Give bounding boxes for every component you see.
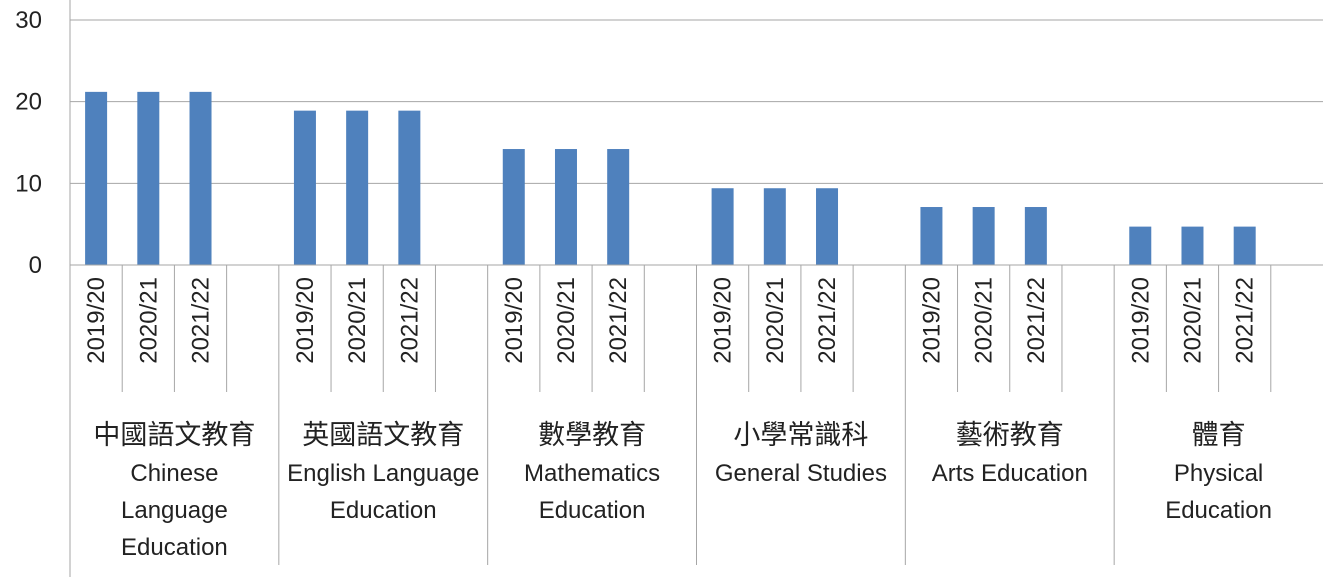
bar bbox=[189, 91, 212, 265]
category-label-chinese: 藝術教育 bbox=[956, 420, 1064, 451]
bar bbox=[293, 110, 316, 266]
category-label-english: Physical bbox=[1174, 460, 1263, 487]
y-tick-label: 30 bbox=[15, 7, 42, 34]
x-year-tick-label: 2021/22 bbox=[814, 277, 841, 364]
x-year-tick-label: 2021/22 bbox=[1232, 277, 1259, 364]
category-labels: 中國語文教育 Chinese Language Education 英國語文教育 Engl… bbox=[93, 420, 1272, 561]
category-label-english: Language bbox=[121, 497, 228, 524]
x-year-tick-label: 2020/21 bbox=[762, 277, 789, 364]
category-label-chinese: 小學常識科 bbox=[733, 420, 868, 451]
y-tick-label: 20 bbox=[15, 89, 42, 116]
category-label-english: Education bbox=[121, 534, 228, 561]
x-year-tick-label: 2019/20 bbox=[83, 277, 110, 364]
bar bbox=[137, 91, 160, 265]
category-label-english: General Studies bbox=[715, 460, 887, 487]
category-label-english: Mathematics bbox=[524, 460, 660, 487]
bar bbox=[554, 149, 577, 265]
category-label-english: Education bbox=[330, 497, 437, 524]
bar bbox=[972, 207, 995, 265]
y-tick-label: 0 bbox=[29, 252, 42, 279]
bar bbox=[346, 110, 369, 266]
bar bbox=[607, 149, 630, 265]
x-axis-year-ticks: 2019/20 2020/21 2021/22 2019/20 2020/21 2021/… bbox=[83, 277, 1259, 364]
category-label-english: Arts Education bbox=[932, 460, 1088, 487]
category-label-english: Education bbox=[1165, 497, 1272, 524]
x-year-tick-label: 2020/21 bbox=[344, 277, 371, 364]
x-year-tick-label: 2021/22 bbox=[1023, 277, 1050, 364]
bars bbox=[85, 91, 1256, 266]
bar bbox=[1129, 226, 1152, 265]
bar bbox=[1233, 226, 1256, 265]
bar bbox=[85, 91, 108, 265]
bar bbox=[1024, 207, 1047, 265]
x-year-tick-label: 2021/22 bbox=[188, 277, 215, 364]
category-label-chinese: 體育 bbox=[1192, 420, 1246, 451]
bar bbox=[1181, 226, 1204, 265]
x-year-tick-label: 2019/20 bbox=[1127, 277, 1154, 364]
x-year-tick-label: 2019/20 bbox=[501, 277, 528, 364]
bar bbox=[502, 149, 525, 265]
category-label-english: English Language bbox=[287, 460, 479, 487]
x-year-tick-label: 2019/20 bbox=[918, 277, 945, 364]
x-year-tick-label: 2020/21 bbox=[553, 277, 580, 364]
category-label-chinese: 英國語文教育 bbox=[302, 420, 464, 451]
x-year-tick-label: 2019/20 bbox=[710, 277, 737, 364]
category-label-chinese: 數學教育 bbox=[538, 420, 646, 451]
x-year-tick-label: 2021/22 bbox=[605, 277, 632, 364]
x-year-tick-label: 2020/21 bbox=[971, 277, 998, 364]
category-label-chinese: 中國語文教育 bbox=[93, 420, 255, 451]
category-label-english: Education bbox=[539, 497, 646, 524]
bar bbox=[920, 207, 943, 265]
y-tick-label: 10 bbox=[15, 170, 42, 197]
gridlines bbox=[70, 19, 1323, 184]
axes bbox=[69, 0, 1323, 577]
category-label-english: Chinese bbox=[130, 460, 218, 487]
bar bbox=[711, 188, 734, 265]
y-axis-ticks: 0 10 20 30 bbox=[15, 7, 42, 279]
x-year-tick-label: 2021/22 bbox=[396, 277, 423, 364]
bar bbox=[816, 188, 839, 265]
x-year-tick-label: 2020/21 bbox=[1179, 277, 1206, 364]
x-year-tick-label: 2019/20 bbox=[292, 277, 319, 364]
x-year-tick-label: 2020/21 bbox=[135, 277, 162, 364]
bar bbox=[763, 188, 786, 265]
bar bbox=[398, 110, 421, 266]
